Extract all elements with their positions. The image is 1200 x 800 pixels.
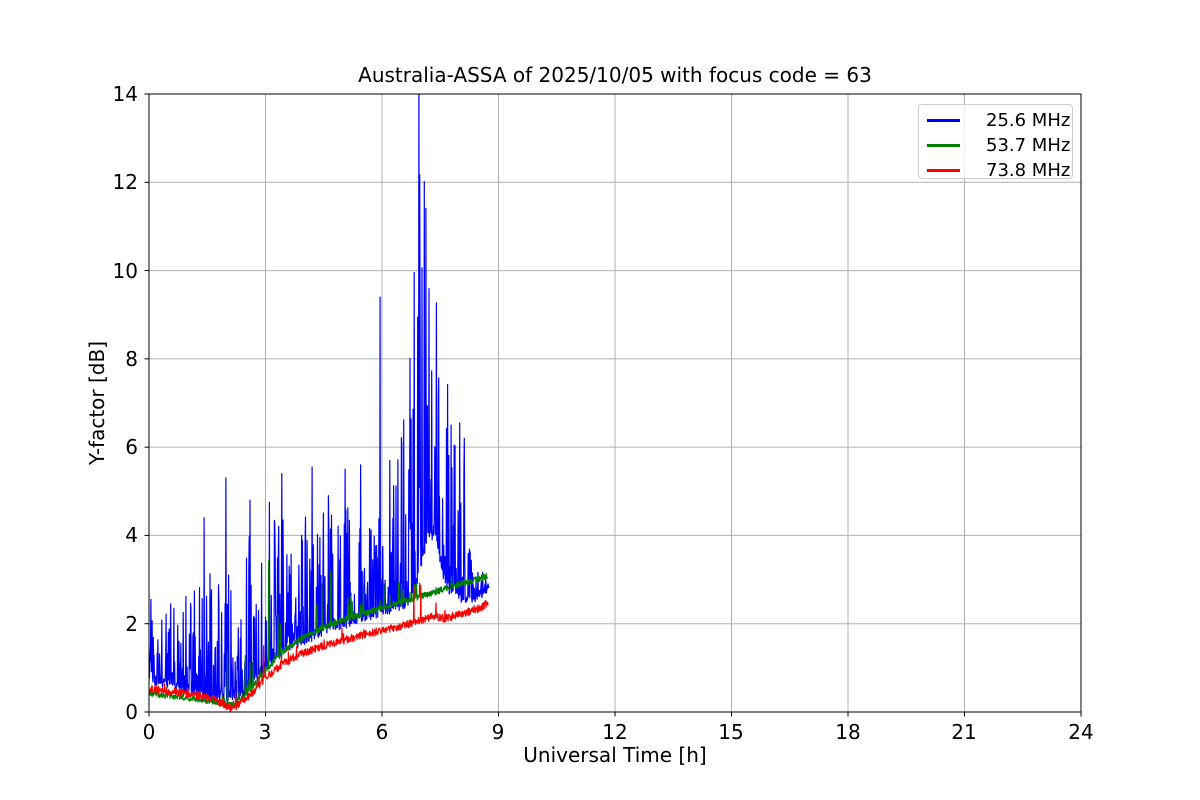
x-tick-label-9: 9 bbox=[491, 720, 505, 744]
y-tick-label-0: 0 bbox=[125, 700, 138, 724]
chart-title: Australia-ASSA of 2025/10/05 with focus … bbox=[358, 63, 872, 87]
x-tick-label-12: 12 bbox=[602, 720, 628, 744]
x-tick-label-0: 0 bbox=[142, 720, 156, 744]
x-tick-label-24: 24 bbox=[1068, 720, 1094, 744]
x-tick-label-21: 21 bbox=[951, 720, 977, 744]
legend-line-swatch-blue bbox=[927, 119, 960, 122]
y-tick-label-12: 12 bbox=[112, 170, 138, 194]
legend-line-swatch-red bbox=[927, 169, 960, 172]
y-tick-label-10: 10 bbox=[112, 259, 138, 283]
legend: 25.6 MHz 53.7 MHz 73.8 MHz bbox=[918, 104, 1073, 181]
y-tick-label-8: 8 bbox=[125, 347, 138, 371]
y-tick-label-2: 2 bbox=[125, 612, 138, 636]
y-tick-label-4: 4 bbox=[125, 523, 138, 547]
y-tick-label-14: 14 bbox=[112, 82, 138, 106]
x-axis-label: Universal Time [h] bbox=[523, 743, 707, 767]
legend-label: 53.7 MHz bbox=[986, 135, 1071, 156]
legend-label: 25.6 MHz bbox=[986, 110, 1071, 131]
legend-item: 53.7 MHz bbox=[927, 133, 1070, 158]
x-tick-label-18: 18 bbox=[835, 720, 861, 744]
x-tick-label-3: 3 bbox=[258, 720, 272, 744]
legend-line-swatch-green bbox=[927, 144, 960, 147]
legend-item: 73.8 MHz bbox=[927, 158, 1070, 183]
legend-label: 73.8 MHz bbox=[986, 160, 1071, 181]
x-tick-label-6: 6 bbox=[375, 720, 389, 744]
x-tick-label-15: 15 bbox=[718, 720, 744, 744]
y-tick-label-6: 6 bbox=[125, 435, 138, 459]
legend-item: 25.6 MHz bbox=[927, 108, 1070, 133]
